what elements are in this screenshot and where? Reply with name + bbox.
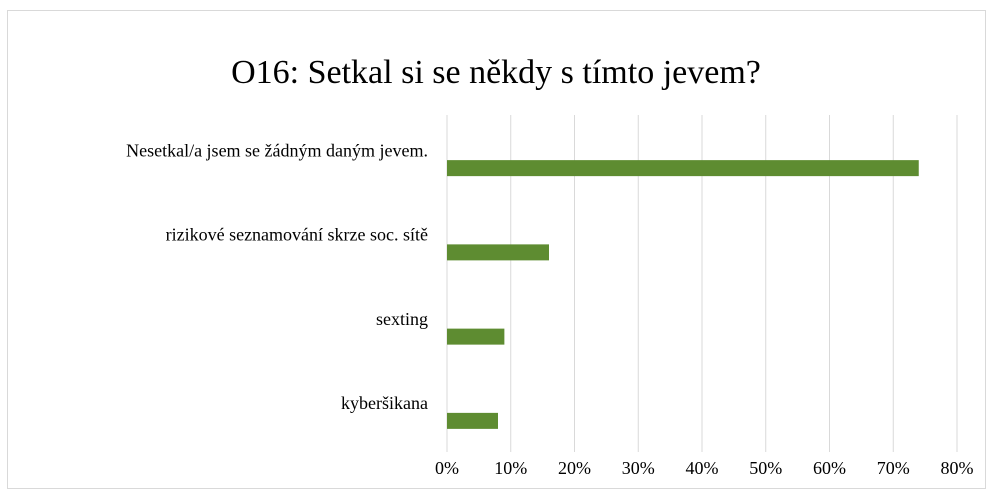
bar (447, 160, 919, 177)
x-tick-label: 0% (435, 458, 459, 478)
y-tick-label: rizikové seznamování skrze soc. sítě (166, 225, 428, 245)
x-tick-label: 10% (494, 458, 527, 478)
bar (447, 244, 549, 261)
y-tick-label: kyberšikana (341, 393, 428, 413)
x-tick-label: 30% (622, 458, 655, 478)
x-tick-label: 70% (877, 458, 910, 478)
x-tick-label: 50% (749, 458, 782, 478)
bar (447, 328, 505, 345)
y-tick-label: sexting (376, 309, 428, 329)
bar (447, 412, 498, 429)
y-tick-label: Nesetkal/a jsem se žádným daným jevem. (126, 140, 428, 160)
x-tick-label: 20% (558, 458, 591, 478)
x-tick-label: 80% (941, 458, 974, 478)
x-tick-label: 40% (686, 458, 719, 478)
chart-title: O16: Setkal si se někdy s tímto jevem? (231, 54, 761, 91)
x-tick-label: 60% (813, 458, 846, 478)
